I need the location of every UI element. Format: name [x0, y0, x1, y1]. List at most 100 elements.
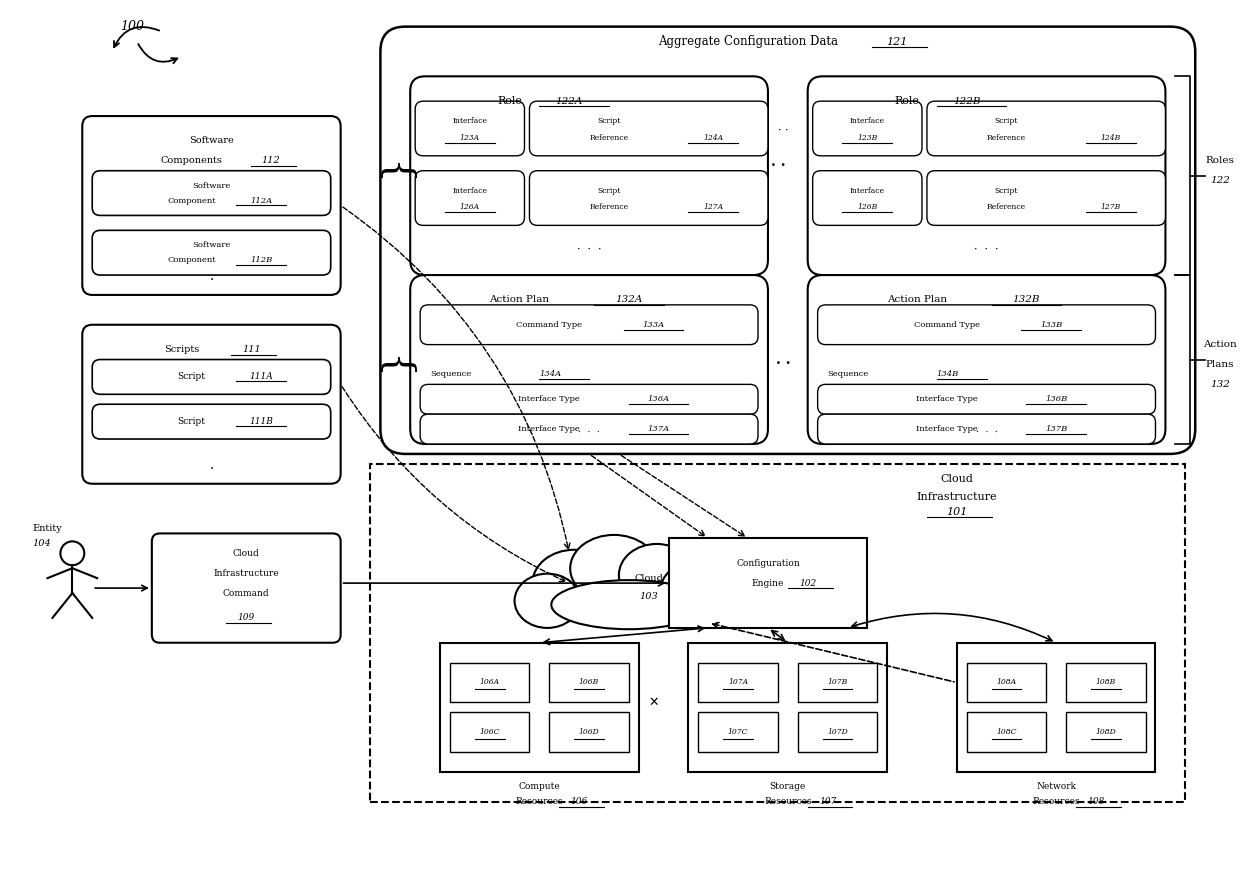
Text: Roles: Roles [1205, 156, 1235, 165]
Text: Cloud: Cloud [940, 474, 973, 484]
Text: 108B: 108B [1096, 679, 1116, 687]
Bar [668, 538, 867, 628]
Text: 134B: 134B [937, 370, 959, 378]
Text: Cloud: Cloud [635, 574, 663, 583]
Text: ·  ·  ·: · · · [976, 428, 997, 437]
Text: 107C: 107C [728, 728, 749, 736]
Text: Interface: Interface [849, 187, 885, 194]
Text: 107A: 107A [728, 679, 748, 687]
Text: 109: 109 [238, 613, 255, 622]
Text: 134A: 134A [539, 370, 562, 378]
FancyBboxPatch shape [420, 415, 758, 444]
FancyBboxPatch shape [817, 385, 1156, 415]
FancyBboxPatch shape [415, 101, 525, 156]
Text: Resources: Resources [1033, 797, 1080, 806]
Bar [542, 593, 717, 630]
Text: Plans: Plans [1205, 360, 1234, 369]
Text: · ·: · · [775, 357, 790, 371]
FancyBboxPatch shape [151, 533, 341, 643]
Bar [440, 643, 639, 772]
Text: Cloud: Cloud [233, 549, 259, 558]
Text: 126B: 126B [857, 203, 878, 211]
Text: 108: 108 [1087, 797, 1105, 806]
Text: Sequence: Sequence [827, 370, 869, 378]
Text: Reference: Reference [987, 203, 1025, 211]
Text: 137A: 137A [647, 425, 670, 433]
FancyBboxPatch shape [807, 76, 1166, 275]
Text: }: } [377, 347, 414, 372]
Text: 106B: 106B [579, 679, 599, 687]
FancyBboxPatch shape [812, 101, 923, 156]
Text: Command: Command [223, 589, 269, 598]
Bar [688, 643, 887, 772]
Text: 107B: 107B [827, 679, 848, 687]
Bar [797, 663, 877, 703]
Text: Sequence: Sequence [430, 370, 471, 378]
Text: 101: 101 [946, 507, 967, 516]
Text: Reference: Reference [987, 133, 1025, 142]
Text: 112B: 112B [250, 256, 273, 264]
Text: Interface Type: Interface Type [916, 425, 977, 433]
Text: 108A: 108A [997, 679, 1017, 687]
FancyBboxPatch shape [92, 171, 331, 216]
Text: 106D: 106D [579, 728, 599, 736]
Text: 123B: 123B [857, 133, 878, 142]
FancyBboxPatch shape [92, 404, 331, 439]
FancyBboxPatch shape [928, 171, 1166, 225]
FancyBboxPatch shape [410, 275, 768, 444]
Text: 106A: 106A [480, 679, 500, 687]
Text: Role: Role [894, 96, 920, 106]
Text: Reference: Reference [589, 203, 629, 211]
Text: 133B: 133B [1040, 321, 1063, 329]
Text: 111A: 111A [249, 372, 273, 381]
FancyBboxPatch shape [92, 231, 331, 275]
Text: 132A: 132A [615, 295, 642, 304]
Text: Scripts: Scripts [164, 345, 200, 354]
Text: Script: Script [177, 372, 206, 381]
Text: Script: Script [994, 117, 1018, 125]
Text: 107D: 107D [827, 728, 848, 736]
Text: 137B: 137B [1045, 425, 1068, 433]
Text: Interface Type: Interface Type [518, 395, 580, 403]
Text: 100: 100 [120, 20, 144, 33]
Text: 121: 121 [887, 36, 908, 47]
Text: Interface: Interface [453, 117, 487, 125]
Text: Command Type: Command Type [516, 321, 583, 329]
Text: Interface Type: Interface Type [916, 395, 977, 403]
Text: Resources: Resources [764, 797, 812, 806]
Text: ·  ·  ·: · · · [975, 245, 998, 255]
Text: Storage: Storage [770, 782, 806, 791]
Text: 136B: 136B [1045, 395, 1068, 403]
Text: 132: 132 [1210, 380, 1230, 389]
FancyBboxPatch shape [812, 171, 923, 225]
FancyBboxPatch shape [928, 101, 1166, 156]
FancyBboxPatch shape [420, 305, 758, 345]
FancyBboxPatch shape [82, 116, 341, 295]
Text: 124A: 124A [703, 133, 723, 142]
Bar [1066, 663, 1146, 703]
Text: 122B: 122B [952, 96, 981, 106]
Text: 111B: 111B [249, 416, 273, 425]
Text: 102: 102 [799, 579, 816, 588]
Text: 133A: 133A [642, 321, 665, 329]
Ellipse shape [661, 563, 727, 617]
Bar [549, 713, 629, 752]
Text: Interface: Interface [849, 117, 885, 125]
Bar [549, 663, 629, 703]
Text: Infrastructure: Infrastructure [916, 492, 997, 501]
Bar [967, 663, 1047, 703]
Text: 106: 106 [570, 797, 588, 806]
Text: ✕: ✕ [649, 696, 658, 709]
Text: Components: Components [161, 156, 222, 165]
FancyBboxPatch shape [817, 415, 1156, 444]
Text: Script: Script [994, 187, 1018, 194]
Text: ·  ·  ·: · · · [577, 245, 601, 255]
Text: Software: Software [192, 181, 231, 190]
Text: Configuration: Configuration [737, 559, 800, 568]
FancyBboxPatch shape [82, 324, 341, 484]
Bar [957, 643, 1156, 772]
Bar [1066, 713, 1146, 752]
Text: Interface: Interface [453, 187, 487, 194]
Text: Script: Script [598, 117, 621, 125]
Text: 126A: 126A [460, 203, 480, 211]
